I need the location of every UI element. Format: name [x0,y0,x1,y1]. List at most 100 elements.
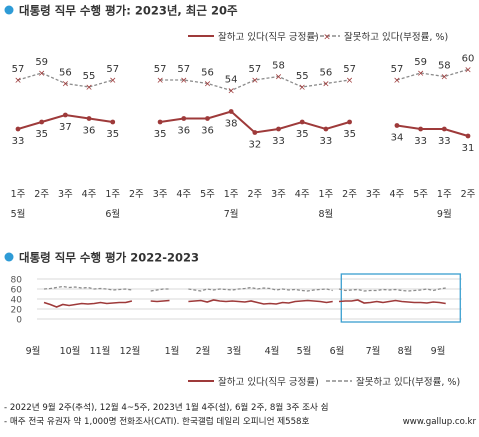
approve-value-label: 33 [414,136,427,147]
month-tick-label: 5월 [297,345,312,357]
disapprove-point: × [38,69,46,79]
approve-value-label: 37 [59,122,72,133]
approve-point [252,130,257,135]
approve-value-label: 33 [438,136,451,147]
week-tick-label: 2주 [342,189,357,200]
disapprove-series-line [339,288,446,291]
approve-value-label: 35 [343,129,356,140]
month-tick-label: 6월 [105,208,120,220]
disapprove-point: × [464,66,472,76]
approve-value-label: 32 [248,140,261,151]
week-tick-label: 4주 [176,189,191,200]
approve-value-label: 33 [12,136,25,147]
approve-point [300,120,305,125]
disapprove-value-label: 54 [225,75,238,86]
disapprove-value-label: 59 [35,57,48,68]
week-tick-label: 3주 [58,189,73,200]
legend-approve-label: 잘하고 있다(직무 긍정률) [218,376,319,388]
disapprove-value-label: 59 [414,57,427,68]
approve-value-label: 36 [177,126,190,137]
month-tick-label: 5월 [11,208,26,220]
month-tick-label: 12월 [120,345,141,357]
disapprove-point: × [322,80,330,90]
approve-point [110,120,115,125]
approve-point [418,127,423,132]
approve-value-label: 31 [462,143,475,154]
week-tick-label: 4주 [390,189,405,200]
approve-point [63,113,68,118]
chart-title: 대통령 직무 수행 평가 2022-2023 [19,251,199,265]
y-tick-label: 20 [11,306,23,316]
approve-point [276,127,281,132]
week-tick-label: 2주 [461,189,476,200]
approve-point [39,120,44,125]
approve-value-label: 34 [391,133,404,144]
disapprove-value-label: 58 [438,61,451,72]
legend-approve-label: 잘하고 있다(직무 긍정률) [218,31,319,43]
disapprove-value-label: 57 [154,64,167,75]
disapprove-value-label: 56 [201,68,214,79]
approve-point [466,134,471,139]
approve-point [16,127,21,132]
y-tick-label: 60 [11,286,23,296]
disapprove-value-label: 57 [12,64,25,75]
disapprove-value-label: 57 [106,64,119,75]
y-tick-label: 0 [16,316,22,326]
approve-series-line [397,126,468,137]
disapprove-value-label: 57 [391,64,404,75]
disapprove-value-label: 58 [272,61,285,72]
disapprove-value-label: 57 [177,64,190,75]
approve-value-label: 35 [154,129,167,140]
disapprove-point: × [251,76,259,86]
approve-point [347,120,352,125]
disapprove-point: × [227,87,235,97]
disapprove-point: × [393,76,401,86]
footnotes: - 2022년 9월 2주(추석), 12월 4~5주, 2023년 1월 4주… [4,401,476,429]
disapprove-value-label: 60 [462,54,475,65]
week-tick-label: 4주 [82,189,97,200]
disapprove-point: × [275,73,283,83]
approve-series-line [151,301,170,302]
week-tick-label: 4주 [295,189,310,200]
disapprove-point: × [62,80,70,90]
disapprove-value-label: 57 [248,64,261,75]
month-tick-label: 8월 [318,208,333,220]
week-tick-label: 3주 [271,189,286,200]
month-tick-label: 11월 [90,345,111,357]
disapprove-value-label: 55 [296,71,309,82]
disapprove-value-label: 57 [343,64,356,75]
disapprove-series-line [44,287,132,291]
month-tick-label: 2월 [196,345,211,357]
approve-value-label: 38 [225,119,238,130]
month-tick-label: 9월 [437,208,452,220]
approve-point [442,127,447,132]
disapprove-point: × [14,76,22,86]
approve-value-label: 36 [83,126,96,137]
disapprove-point: × [180,76,188,86]
recent-period-highlight [341,274,460,322]
week-tick-label: 5주 [413,189,428,200]
weekly-approval-chart: 대통령 직무 수행 평가: 2023년, 최근 20주 잘하고 있다(직무 긍정… [0,0,479,240]
approve-value-label: 35 [106,129,119,140]
footnote-2: - 매주 전국 유권자 약 1,000명 전화조사(CATI). 한국갤럽 데일… [4,415,309,429]
disapprove-point: × [298,83,306,93]
month-tick-label: 10월 [60,345,81,357]
approve-point [181,116,186,121]
approve-point [229,109,234,114]
week-tick-label: 1주 [318,189,333,200]
month-tick-label: 8월 [398,345,413,357]
chart-title: 대통령 직무 수행 평가: 2023년, 최근 20주 [19,4,238,18]
approve-point [323,127,328,132]
month-tick-label: 6월 [330,345,345,357]
y-tick-label: 80 [11,276,23,286]
disapprove-point: × [85,83,93,93]
legend-disapprove-marker: × [323,33,331,43]
y-tick-label: 40 [11,296,23,306]
month-tick-label: 9월 [26,345,41,357]
week-tick-label: 1주 [224,189,239,200]
week-tick-label: 1주 [105,189,120,200]
disapprove-value-label: 56 [59,68,72,79]
approve-value-label: 36 [201,126,214,137]
